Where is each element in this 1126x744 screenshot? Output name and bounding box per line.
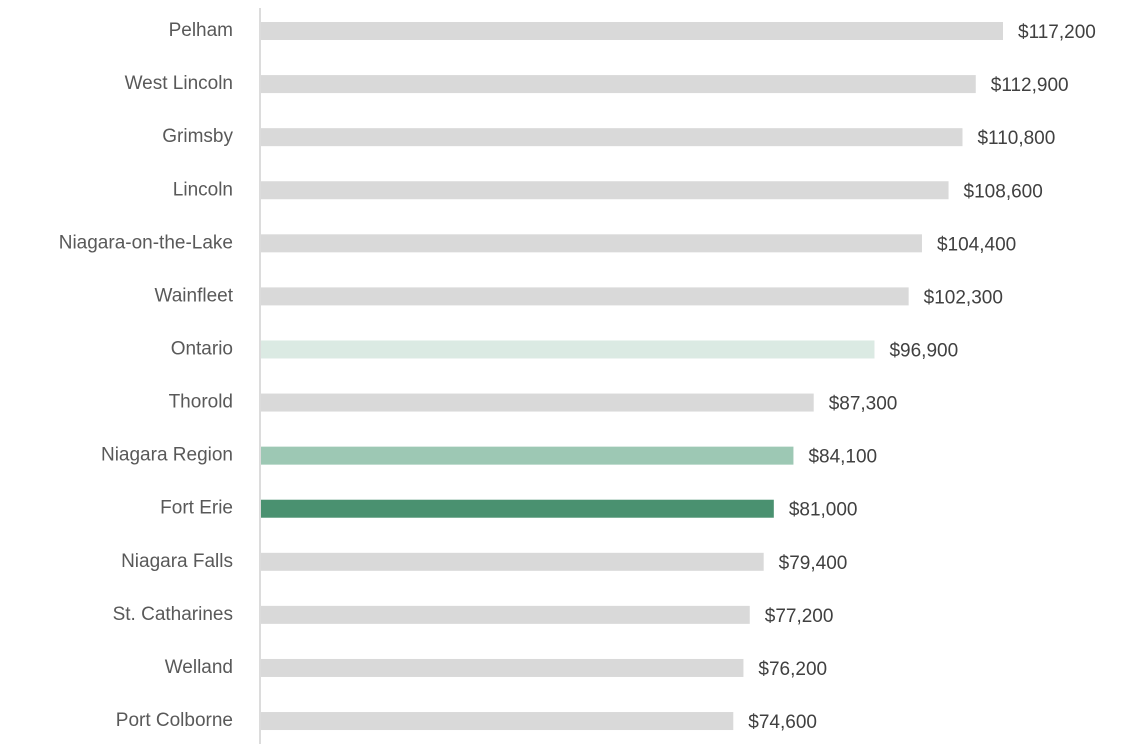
value-label: $81,000 [789,500,858,521]
value-label: $117,200 [1018,22,1096,43]
category-label: West Lincoln [125,73,233,94]
category-label: Pelham [169,20,233,41]
value-label: $84,100 [808,447,877,468]
category-label: Port Colborne [116,710,233,731]
bar [261,234,922,253]
value-label: $108,600 [964,181,1043,202]
category-label: St. Catharines [113,604,233,625]
bar [261,658,744,677]
bar [261,712,734,731]
category-label: Wainfleet [155,285,234,306]
value-label: $102,300 [924,287,1003,308]
value-label: $77,200 [765,606,834,627]
bar [261,393,814,412]
bar [261,75,976,94]
category-label: Grimsby [162,126,233,147]
value-label: $112,900 [991,75,1069,96]
value-label: $96,900 [889,340,958,361]
category-label: Fort Erie [160,498,233,519]
bar [261,287,909,306]
bar [261,128,963,147]
category-label: Niagara Region [101,445,233,466]
bar [261,340,875,359]
category-label: Thorold [169,392,233,413]
value-label: $110,800 [977,128,1055,149]
value-label: $87,300 [829,394,898,415]
value-label: $76,200 [758,659,827,680]
category-label: Lincoln [173,179,233,200]
bar [261,446,794,465]
category-label: Niagara-on-the-Lake [59,232,233,253]
category-label: Ontario [171,338,233,359]
category-label: Welland [165,657,233,678]
bar [261,499,774,518]
bar [261,552,764,571]
bar [261,605,750,624]
bar [261,181,949,200]
bar [261,22,1003,40]
value-label: $104,400 [937,234,1016,255]
value-label: $74,600 [748,712,817,733]
category-label: Niagara Falls [121,551,233,572]
value-label: $79,400 [779,553,848,574]
